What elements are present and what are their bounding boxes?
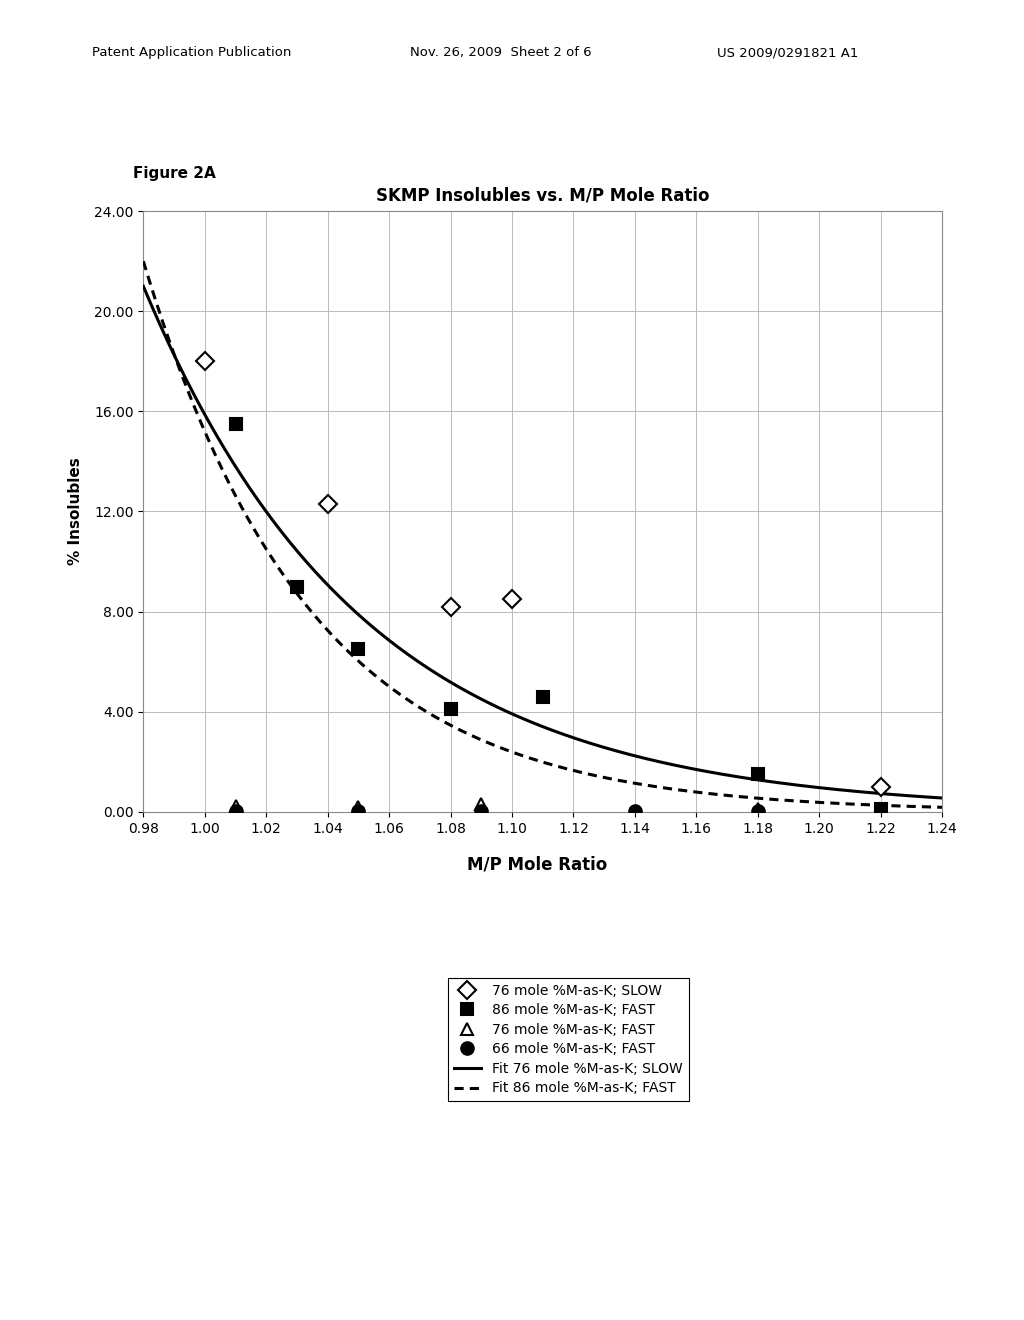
Text: US 2009/0291821 A1: US 2009/0291821 A1 (717, 46, 858, 59)
Text: Figure 2A: Figure 2A (133, 166, 216, 181)
Text: M/P Mole Ratio: M/P Mole Ratio (468, 855, 607, 874)
Text: Patent Application Publication: Patent Application Publication (92, 46, 292, 59)
Text: Nov. 26, 2009  Sheet 2 of 6: Nov. 26, 2009 Sheet 2 of 6 (410, 46, 591, 59)
Title: SKMP Insolubles vs. M/P Mole Ratio: SKMP Insolubles vs. M/P Mole Ratio (376, 186, 710, 205)
Y-axis label: % Insolubles: % Insolubles (68, 458, 83, 565)
Legend: 76 mole %M-as-K; SLOW, 86 mole %M-as-K; FAST, 76 mole %M-as-K; FAST, 66 mole %M-: 76 mole %M-as-K; SLOW, 86 mole %M-as-K; … (447, 978, 689, 1101)
